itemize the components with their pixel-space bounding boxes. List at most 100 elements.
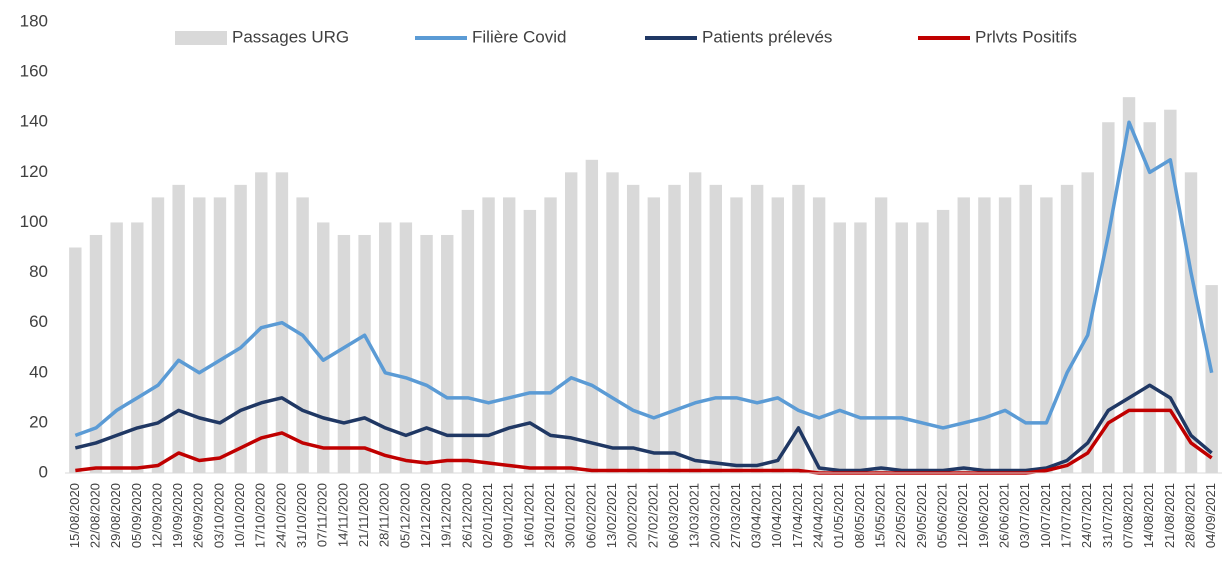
bar (895, 222, 908, 473)
legend-swatch (175, 31, 227, 45)
bar (172, 184, 185, 473)
bar (420, 234, 433, 473)
x-tick-label: 13/02/2021 (604, 483, 619, 548)
x-tick-label: 02/01/2021 (480, 483, 495, 548)
bar (317, 222, 330, 473)
x-tick-label: 19/06/2021 (976, 483, 991, 548)
x-tick-label: 24/04/2021 (811, 483, 826, 548)
x-tick-label: 10/04/2021 (769, 483, 784, 548)
x-tick-label: 07/08/2021 (1120, 483, 1135, 548)
bar (771, 197, 784, 473)
x-tick-label: 20/02/2021 (625, 483, 640, 548)
x-tick-label: 29/08/2020 (108, 483, 123, 548)
bar (89, 234, 103, 473)
bar (151, 197, 165, 473)
x-tick-label: 23/01/2021 (542, 483, 557, 548)
x-tick-label: 22/08/2020 (87, 483, 102, 548)
bar (193, 197, 206, 473)
bar (1060, 184, 1074, 473)
x-tick-label: 26/12/2020 (459, 483, 474, 548)
bar (358, 234, 371, 473)
bar (523, 209, 537, 473)
x-tick-label: 24/07/2021 (1079, 483, 1094, 548)
x-tick-label: 30/01/2021 (563, 483, 578, 548)
y-tick-label: 140 (20, 112, 48, 131)
bar (936, 209, 950, 473)
y-tick-label: 80 (29, 262, 48, 281)
line (74, 383, 1213, 473)
x-tick-label: 03/04/2021 (749, 483, 764, 548)
legend-label: Passages URG (232, 27, 349, 46)
bar (1040, 197, 1053, 473)
x-tick-label: 05/09/2020 (129, 483, 144, 548)
x-tick-label: 12/12/2020 (418, 483, 433, 548)
bar (1164, 109, 1177, 473)
bar (730, 197, 743, 473)
bar (255, 172, 268, 474)
x-tick-label: 22/05/2021 (893, 483, 908, 548)
x-tick-label: 05/12/2020 (397, 483, 412, 548)
y-tick-label: 180 (20, 11, 48, 30)
y-tick-label: 0 (39, 462, 48, 481)
x-tick-label: 01/05/2021 (831, 483, 846, 548)
bar (1122, 97, 1136, 474)
x-tick-label: 09/01/2021 (501, 483, 516, 548)
bar (1205, 285, 1218, 473)
y-tick-label: 120 (20, 162, 48, 181)
bar (482, 197, 495, 473)
x-tick-label: 20/03/2021 (707, 483, 722, 548)
x-tick-label: 12/09/2020 (149, 483, 164, 548)
x-tick-label: 29/05/2021 (914, 483, 929, 548)
bar (957, 197, 970, 473)
bar (626, 184, 640, 473)
bar (337, 234, 351, 473)
bar (213, 197, 227, 473)
line (74, 120, 1214, 438)
bar (916, 222, 929, 473)
x-tick-label: 28/11/2020 (377, 483, 392, 547)
bar (874, 197, 888, 473)
x-tick-label: 31/10/2020 (294, 483, 309, 548)
y-tick-label: 20 (29, 412, 48, 431)
x-tick-label: 10/10/2020 (232, 483, 247, 548)
x-tick-label: 17/10/2020 (253, 483, 268, 548)
x-tick-label: 03/10/2020 (211, 483, 226, 548)
x-tick-label: 28/08/2021 (1182, 483, 1197, 548)
x-tick-label: 17/07/2021 (1058, 483, 1073, 548)
x-tick-label: 12/06/2021 (955, 483, 970, 548)
bar (647, 197, 661, 473)
x-tick-label: 07/11/2020 (315, 483, 330, 547)
x-tick-label: 03/07/2021 (1017, 483, 1032, 548)
bar (668, 184, 681, 473)
x-tick-label: 10/07/2021 (1038, 483, 1053, 548)
x-tick-label: 17/04/2021 (790, 483, 805, 548)
bar (709, 184, 723, 473)
bar (131, 222, 144, 473)
x-tick-label: 19/12/2020 (439, 483, 454, 548)
x-tick-label: 26/06/2021 (997, 483, 1012, 548)
legend-label: Prlvts Positifs (975, 27, 1077, 46)
x-tick-label: 14/08/2021 (1141, 483, 1156, 548)
x-tick-label: 19/09/2020 (170, 483, 185, 548)
bar (833, 222, 846, 473)
y-tick-label: 40 (29, 362, 48, 381)
x-tick-label: 13/03/2021 (687, 483, 702, 548)
x-tick-label: 08/05/2021 (852, 483, 867, 548)
x-tick-label: 14/11/2020 (335, 483, 350, 547)
bar (441, 234, 454, 473)
bar (503, 197, 516, 473)
bar (750, 184, 764, 473)
x-tick-label: 26/09/2020 (191, 483, 206, 548)
bar (379, 222, 392, 473)
bar (688, 172, 702, 474)
bar (1081, 172, 1094, 474)
bar (69, 247, 82, 473)
bar (812, 197, 826, 473)
x-tick-label: 27/02/2021 (645, 483, 660, 548)
y-tick-label: 100 (20, 212, 48, 231)
x-tick-label: 04/09/2021 (1203, 483, 1218, 548)
x-tick-label: 31/07/2021 (1100, 483, 1115, 548)
x-tick-label: 15/05/2021 (873, 483, 888, 548)
y-tick-label: 60 (29, 312, 48, 331)
